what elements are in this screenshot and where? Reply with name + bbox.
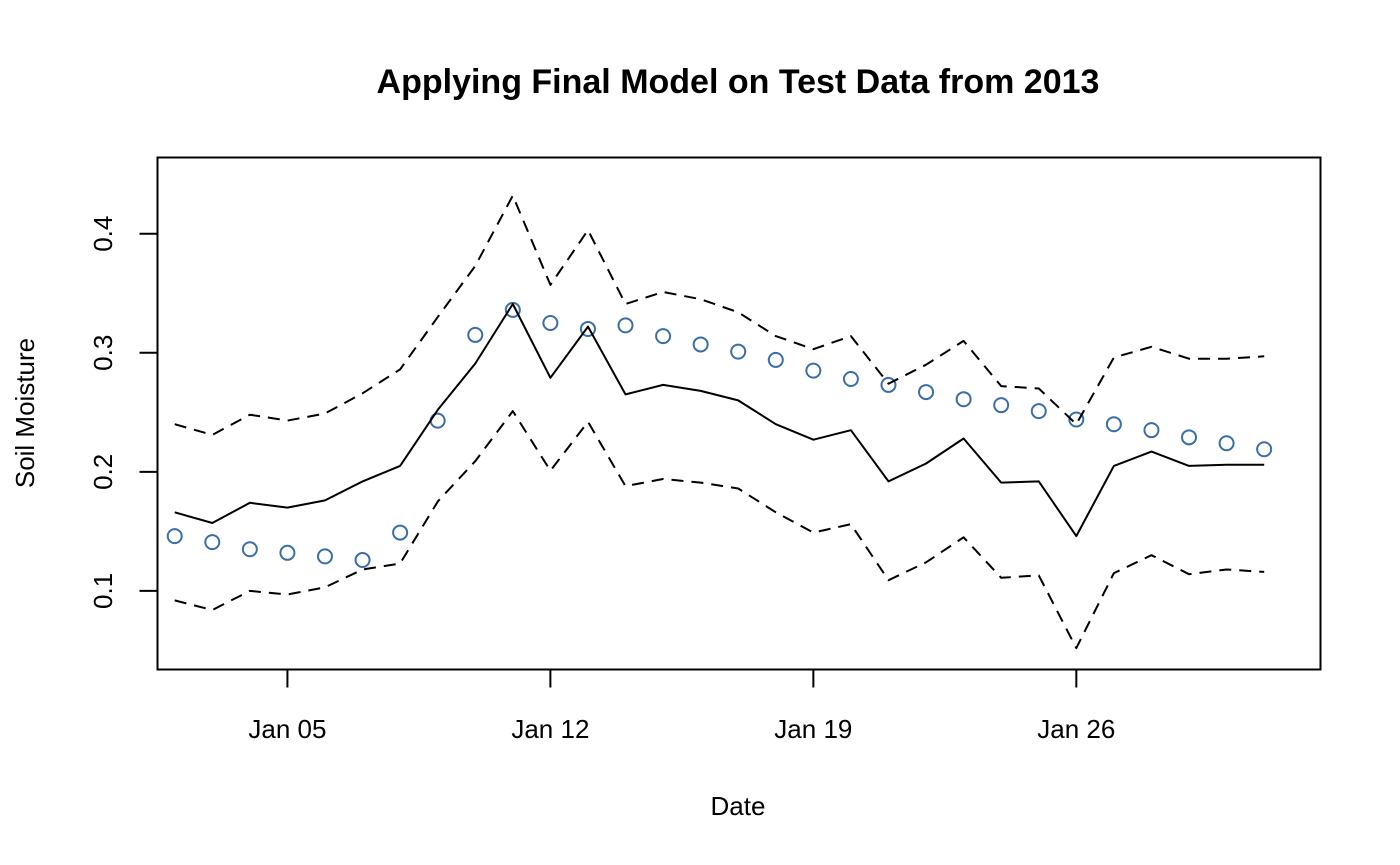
data-point	[805, 362, 822, 379]
data-point	[692, 336, 709, 353]
y-axis-label: Soil Moisture	[10, 338, 40, 488]
data-point	[955, 391, 972, 408]
data-point	[880, 376, 897, 393]
data-point	[1181, 429, 1198, 446]
x-axis-label: Date	[711, 791, 766, 821]
x-axis: Jan 05 Jan 12 Jan 19 Jan 26	[248, 669, 1115, 744]
data-point	[166, 528, 183, 545]
x-tick-label: Jan 12	[511, 714, 589, 744]
data-point	[767, 351, 784, 368]
data-point	[241, 541, 258, 558]
chart-title: Applying Final Model on Test Data from 2…	[377, 63, 1100, 101]
x-tick-label: Jan 26	[1037, 714, 1115, 744]
data-point	[354, 551, 371, 568]
x-tick-label: Jan 19	[774, 714, 852, 744]
data-point	[316, 548, 333, 565]
solid-line	[174, 303, 1265, 538]
x-tick-label: Jan 05	[248, 714, 326, 744]
data-point	[918, 384, 935, 401]
data-point	[279, 544, 296, 561]
y-tick-label: 0.2	[88, 454, 118, 490]
data-point	[392, 524, 409, 541]
data-point	[993, 397, 1010, 414]
data-point	[842, 370, 859, 387]
data-point	[1068, 411, 1085, 428]
y-tick-label: 0.4	[88, 216, 118, 252]
data-point	[1105, 416, 1122, 433]
dashed-line	[174, 194, 1265, 436]
data-point	[1218, 435, 1235, 452]
data-point	[204, 534, 221, 551]
y-tick-label: 0.3	[88, 335, 118, 371]
data-point	[504, 301, 521, 318]
data-point	[579, 320, 596, 337]
data-point	[1143, 422, 1160, 439]
plot-frame	[156, 156, 1322, 671]
y-tick-label: 0.1	[88, 573, 118, 609]
data-point	[730, 343, 747, 360]
data-point	[617, 317, 634, 334]
dashed-line	[174, 410, 1265, 650]
data-point	[1030, 403, 1047, 420]
y-axis: 0.1 0.2 0.3 0.4	[88, 216, 158, 609]
series-layer	[166, 194, 1273, 650]
data-point	[467, 326, 484, 343]
data-point	[1256, 441, 1273, 458]
data-point	[655, 328, 672, 345]
data-point	[542, 315, 559, 332]
